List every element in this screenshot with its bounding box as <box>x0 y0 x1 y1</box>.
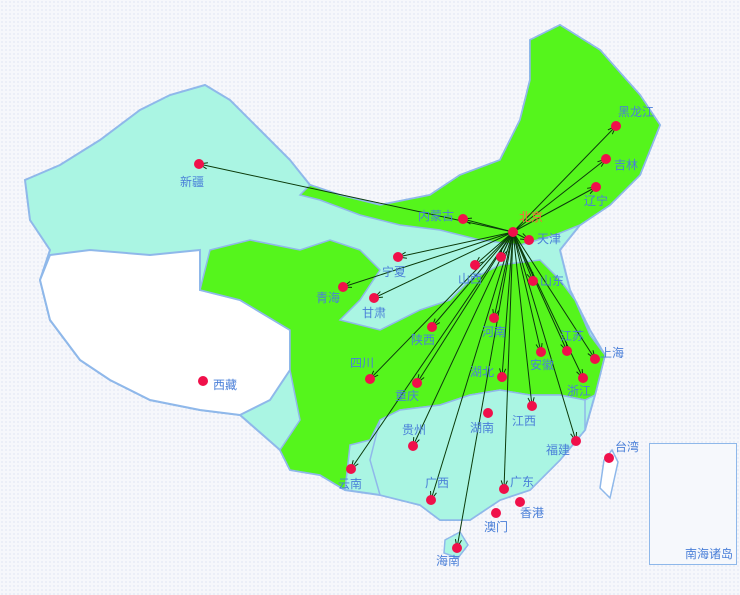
place-marker[interactable] <box>604 453 614 463</box>
place-label: 浙江 <box>567 384 591 398</box>
place-marker[interactable] <box>412 378 422 388</box>
flow-line <box>512 125 617 233</box>
place-label: 海南 <box>436 553 460 568</box>
flow-line <box>512 231 596 360</box>
place-marker[interactable] <box>346 464 356 474</box>
place-marker[interactable] <box>591 182 601 192</box>
flow-line <box>456 231 514 549</box>
flow-line <box>512 231 577 442</box>
place-marker[interactable] <box>365 374 375 384</box>
place-marker[interactable] <box>601 154 611 164</box>
place-marker[interactable] <box>499 484 509 494</box>
place-label: 山东 <box>540 274 564 288</box>
place-label: 河南 <box>482 324 506 339</box>
place-label: 湖北 <box>470 364 494 379</box>
region-northeast-north <box>298 24 661 246</box>
place-label: 福建 <box>546 442 570 457</box>
flow-line <box>373 231 514 299</box>
flow-line <box>512 231 533 407</box>
place-label: 甘肃 <box>362 306 386 320</box>
flow-line <box>512 158 607 233</box>
flow-line <box>431 231 514 328</box>
flow-lines <box>198 125 617 549</box>
place-label: 重庆 <box>395 389 419 403</box>
regions <box>23 23 662 559</box>
place-marker[interactable] <box>527 401 537 411</box>
flow-line <box>512 231 584 379</box>
place-label: 台湾 <box>615 439 639 454</box>
place-marker[interactable] <box>470 260 480 270</box>
place-label: 吉林 <box>614 158 638 172</box>
flow-line <box>369 231 514 380</box>
place-marker[interactable] <box>578 373 588 383</box>
place-label: 澳门 <box>484 519 508 534</box>
place-marker[interactable] <box>194 159 204 169</box>
place-marker[interactable] <box>536 347 546 357</box>
flow-line <box>350 231 514 470</box>
place-marker[interactable] <box>198 376 208 386</box>
place-label: 香港 <box>520 506 544 520</box>
place-label: 江西 <box>512 414 536 428</box>
flow-line <box>501 231 514 378</box>
south-china-sea-inset: 南海诸岛 <box>649 443 737 565</box>
place-label: 山西 <box>458 272 482 286</box>
place-marker[interactable] <box>369 293 379 303</box>
inset-title: 南海诸岛 <box>684 547 733 561</box>
place-label: 新疆 <box>180 174 204 189</box>
place-marker[interactable] <box>524 235 534 245</box>
place-marker[interactable] <box>489 313 499 323</box>
flow-line <box>412 231 514 447</box>
place-label: 北京 <box>519 210 543 224</box>
place-marker[interactable] <box>483 408 493 418</box>
place-label: 天津 <box>537 232 561 246</box>
place-marker[interactable] <box>408 441 418 451</box>
place-label: 陕西 <box>411 332 435 347</box>
place-label: 广东 <box>510 475 534 489</box>
place-marker[interactable] <box>426 495 436 505</box>
flow-line <box>342 231 514 288</box>
place-label: 内蒙古 <box>418 208 454 223</box>
place-marker[interactable] <box>491 508 501 518</box>
place-marker[interactable] <box>590 354 600 364</box>
place-markers <box>194 121 621 553</box>
flow-line <box>430 231 514 501</box>
flow-line <box>503 231 514 490</box>
place-label: 安徽 <box>530 357 554 372</box>
place-marker[interactable] <box>427 322 437 332</box>
flow-line <box>512 231 542 353</box>
place-marker[interactable] <box>508 227 518 237</box>
place-label: 四川 <box>350 356 374 370</box>
place-label: 宁夏 <box>382 264 406 279</box>
place-marker[interactable] <box>458 214 468 224</box>
flow-line <box>512 186 597 233</box>
place-marker[interactable] <box>611 121 621 131</box>
place-marker[interactable] <box>515 497 525 507</box>
place-marker[interactable] <box>496 252 506 262</box>
flow-line <box>397 231 514 258</box>
place-label: 广西 <box>425 476 449 490</box>
place-marker[interactable] <box>571 436 581 446</box>
place-label: 辽宁 <box>584 193 608 208</box>
place-label: 青海 <box>316 290 340 305</box>
place-label: 云南 <box>338 476 362 491</box>
place-marker[interactable] <box>393 252 403 262</box>
flow-line <box>493 231 514 319</box>
place-label: 江苏 <box>560 329 584 343</box>
place-marker[interactable] <box>562 346 572 356</box>
place-label: 贵州 <box>402 423 426 437</box>
place-label: 黑龙江 <box>618 105 654 119</box>
place-marker[interactable] <box>452 543 462 553</box>
flow-line <box>474 231 514 266</box>
place-label: 上海 <box>600 345 624 360</box>
region-xizang <box>38 248 291 417</box>
place-label: 湖南 <box>470 420 494 435</box>
place-label: 西藏 <box>213 378 237 392</box>
place-marker[interactable] <box>338 282 348 292</box>
place-marker[interactable] <box>497 372 507 382</box>
place-marker[interactable] <box>528 276 538 286</box>
